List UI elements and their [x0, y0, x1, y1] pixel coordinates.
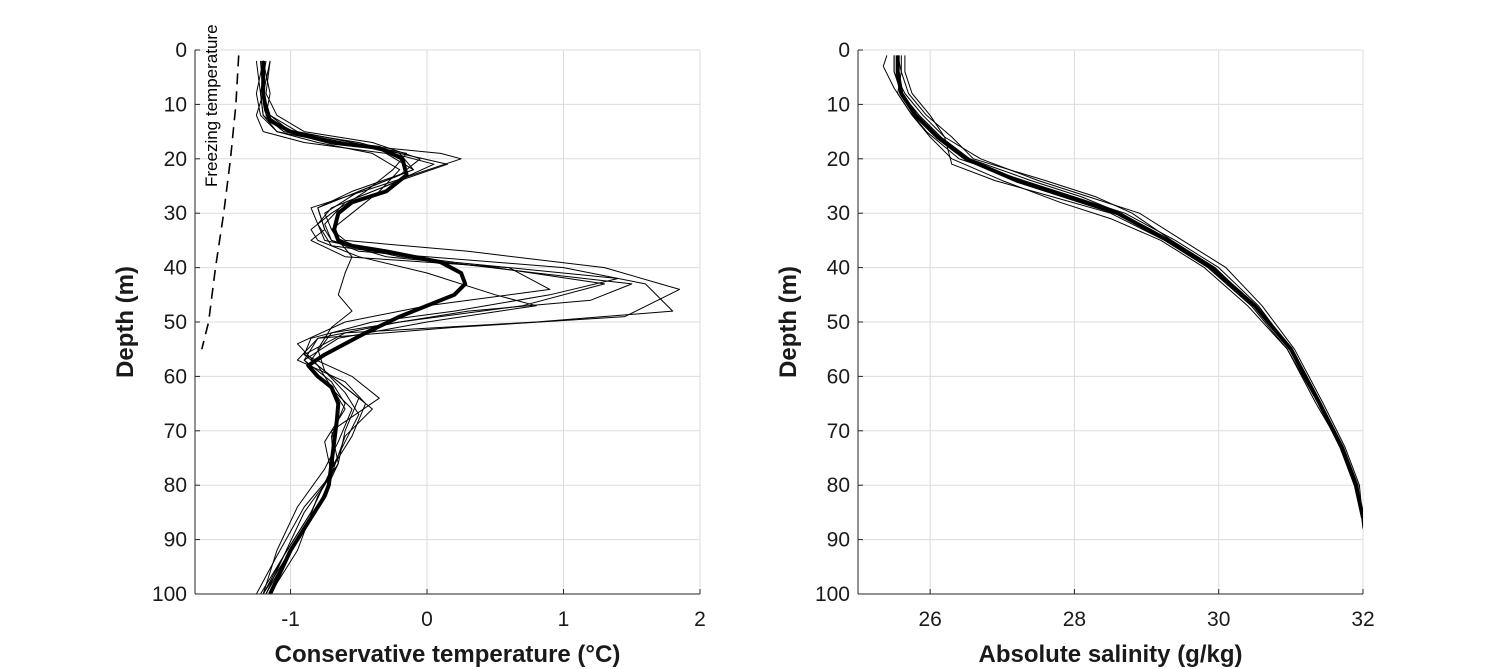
y-tick-label: 30: [164, 202, 187, 225]
temperature-panel: 0 10 20 30 40 50 60 70 80 90 100 -1 0 1 2 Conservative …: [112, 24, 706, 668]
y-tick-label: 20: [164, 148, 187, 171]
mean-profile-line: [261, 60, 468, 594]
y-tick-label: 90: [164, 529, 187, 552]
x-tick-label: -1: [281, 608, 300, 631]
y-tick-label: 0: [175, 39, 187, 62]
x-tick-label: 28: [1063, 608, 1086, 631]
y-tick-label: 100: [815, 583, 850, 606]
y-tick-label: 70: [164, 420, 187, 443]
y-tick-label: 60: [164, 365, 187, 388]
y-tick-label: 80: [827, 474, 850, 497]
y-tick-label: 100: [152, 583, 187, 606]
profile-line-7: [260, 60, 537, 594]
y-tick-label: 90: [827, 529, 850, 552]
x-tick-label: 32: [1351, 608, 1374, 631]
freezing-temperature-annotation: Freezing temperature: [202, 24, 221, 187]
x-axis-label: Conservative temperature (°C): [275, 641, 621, 668]
y-tick-label: 50: [164, 311, 187, 334]
mean-profile-line: [895, 55, 1363, 519]
profile-line-1: [262, 60, 674, 594]
y-tick-label: 80: [164, 474, 187, 497]
x-tick-label: 0: [421, 608, 433, 631]
x-tick-label: 26: [918, 608, 941, 631]
y-tick-label: 40: [164, 257, 187, 280]
y-tick-label: 20: [827, 148, 850, 171]
y-axis-label: Depth (m): [112, 266, 139, 378]
y-axis-label: Depth (m): [775, 266, 802, 378]
y-tick-label: 70: [827, 420, 850, 443]
y-tick-label: 50: [827, 311, 850, 334]
profile-line-5: [255, 60, 551, 594]
y-tick-label: 40: [827, 257, 850, 280]
profile-line-1: [893, 55, 1363, 524]
x-tick-label: 2: [694, 608, 706, 631]
x-tick-label: 1: [558, 608, 570, 631]
y-tick-label: 10: [164, 93, 187, 116]
y-tick-label: 30: [827, 202, 850, 225]
y-tick-label: 60: [827, 365, 850, 388]
y-tick-label: 0: [838, 39, 850, 62]
profile-line-8: [260, 60, 401, 594]
profile-line-2: [265, 60, 680, 594]
x-tick-label: 30: [1207, 608, 1230, 631]
salinity-panel: 0 10 20 30 40 50 60 70 80 90 100 26 28 30 32 Absolute s…: [775, 39, 1375, 668]
x-axis-label: Absolute salinity (g/kg): [978, 641, 1242, 668]
data-lines: [201, 55, 680, 594]
y-tick-label: 10: [827, 93, 850, 116]
data-lines: [882, 55, 1363, 529]
